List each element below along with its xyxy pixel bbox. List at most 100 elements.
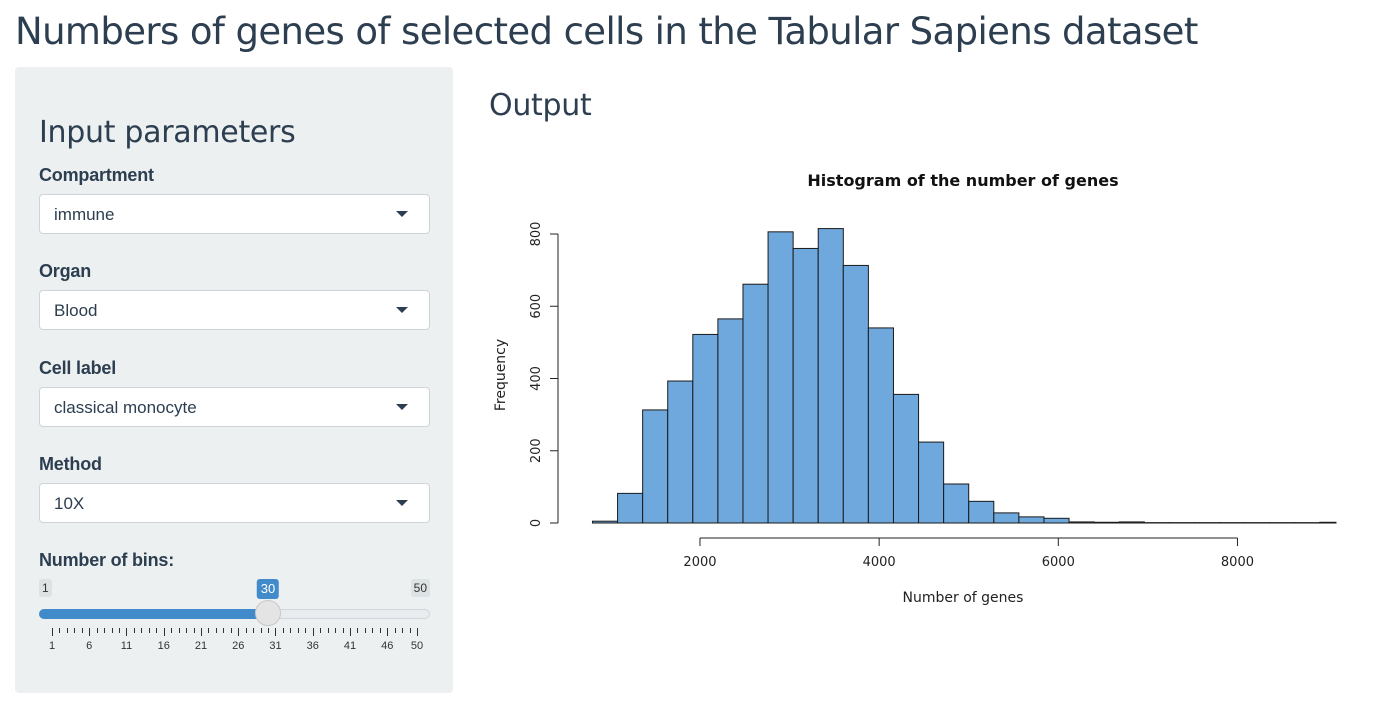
- slider-fill: [39, 609, 269, 619]
- slider-tick: [133, 628, 135, 633]
- histogram-bar: [918, 441, 945, 524]
- histogram-bar: [968, 500, 995, 524]
- slider-tick: [297, 628, 299, 633]
- slider-handle[interactable]: [255, 600, 282, 626]
- histogram-plot: Histogram of the number of genes Number …: [493, 171, 1337, 606]
- slider-tick: [364, 628, 366, 633]
- histogram-bar: [1018, 516, 1045, 524]
- slider-tick: [119, 628, 121, 633]
- histogram-bar: [817, 228, 844, 524]
- slider-tick: [208, 628, 210, 633]
- slider-tick-label: 46: [381, 640, 394, 652]
- slider-tick: [215, 628, 217, 633]
- compartment-label: Compartment: [39, 165, 154, 185]
- compartment-select[interactable]: immune: [39, 194, 430, 234]
- slider-tick: [245, 628, 247, 633]
- slider-tick-label: 41: [343, 640, 357, 652]
- slider-tick: [320, 628, 322, 633]
- slider-tick: [305, 628, 307, 633]
- slider-tick: [387, 628, 389, 636]
- slider-tick: [223, 628, 225, 633]
- histogram-bar: [842, 264, 869, 524]
- slider-tick-label: 36: [306, 640, 319, 652]
- slider-tick-label: 50: [410, 640, 424, 652]
- histogram-bar: [867, 327, 894, 524]
- slider-tick-label: 21: [194, 640, 208, 652]
- x-axis: 2000 4000 6000 8000: [683, 537, 1254, 570]
- slider-tick: [349, 628, 351, 636]
- slider-tick-label: 26: [232, 640, 245, 652]
- slider-tick: [111, 628, 113, 633]
- y-tick-label: 800: [529, 222, 544, 247]
- histogram-bar: [1118, 521, 1145, 524]
- slider-tick: [394, 628, 396, 633]
- y-tick-label: 0: [529, 519, 544, 527]
- bars: [591, 228, 1337, 524]
- cell-label-select[interactable]: classical monocyte: [39, 387, 430, 427]
- slider-tick-label: 16: [157, 640, 170, 652]
- slider-tick: [66, 628, 68, 633]
- method-label: Method: [39, 454, 102, 474]
- x-tick-label: 8000: [1221, 555, 1254, 570]
- slider-tick: [59, 628, 61, 633]
- slider-tick: [342, 628, 344, 633]
- histogram-bar: [692, 333, 719, 524]
- histogram-bar: [717, 318, 744, 524]
- slider-tick: [409, 628, 411, 633]
- slider-tick: [253, 628, 255, 633]
- bins-slider[interactable]: 1 50 30 1 6 11 16 21 26 31 36 41 46 50: [39, 572, 430, 652]
- histogram-bar: [1319, 521, 1337, 524]
- slider-max-label: 50: [410, 579, 430, 597]
- cell-label-label: Cell label: [39, 358, 117, 378]
- slider-tick: [282, 628, 284, 633]
- slider-tick: [402, 628, 404, 633]
- sidebar-heading: Input parameters: [39, 115, 296, 150]
- x-tick-label: 6000: [1042, 555, 1075, 570]
- slider-tick: [200, 628, 202, 636]
- slider-tick: [52, 628, 53, 636]
- slider-tick: [186, 628, 188, 633]
- histogram-bar: [642, 409, 669, 524]
- slider-tick: [126, 628, 128, 636]
- slider-tick: [96, 628, 98, 633]
- input-sidebar: Input parameters Compartment immune Orga…: [15, 67, 453, 693]
- chart-title: Histogram of the number of genes: [807, 171, 1118, 190]
- y-axis-label: Frequency: [493, 339, 509, 411]
- slider-tick: [312, 628, 314, 636]
- x-tick-label: 4000: [863, 555, 896, 570]
- slider-tick-label: 11: [120, 640, 133, 652]
- slider-tick: [156, 628, 158, 633]
- output-heading: Output: [489, 88, 592, 123]
- slider-tick: [290, 628, 292, 633]
- slider-tick: [193, 628, 195, 633]
- slider-tick: [148, 628, 150, 633]
- cell-label-select-value: classical monocyte: [54, 398, 197, 417]
- slider-tick: [178, 628, 180, 633]
- histogram-bar: [993, 512, 1020, 524]
- slider-tick: [327, 628, 329, 633]
- slider-tick: [230, 628, 232, 633]
- slider-tick: [379, 628, 381, 633]
- histogram-bar: [792, 247, 819, 524]
- slider-tick: [372, 628, 374, 633]
- histogram-bar: [1068, 521, 1095, 524]
- slider-tick: [238, 628, 240, 636]
- slider-tick: [104, 628, 106, 633]
- histogram-bar: [892, 393, 920, 524]
- method-select-value: 10X: [54, 494, 85, 513]
- slider-tick: [171, 628, 173, 633]
- method-select[interactable]: 10X: [39, 483, 430, 523]
- chevron-down-icon: [396, 500, 408, 506]
- organ-select-value: Blood: [54, 301, 98, 320]
- y-tick-label: 200: [529, 438, 544, 463]
- histogram-bar: [591, 520, 619, 524]
- slider-tick: [417, 628, 418, 636]
- slider-tick: [275, 628, 277, 636]
- histogram-bar: [943, 483, 970, 524]
- slider-current-value: 30: [256, 579, 280, 599]
- histogram-bar: [617, 492, 644, 524]
- organ-select[interactable]: Blood: [39, 290, 430, 330]
- compartment-select-value: immune: [54, 205, 115, 224]
- organ-label: Organ: [39, 261, 92, 281]
- slider-tick-label: 6: [86, 640, 93, 652]
